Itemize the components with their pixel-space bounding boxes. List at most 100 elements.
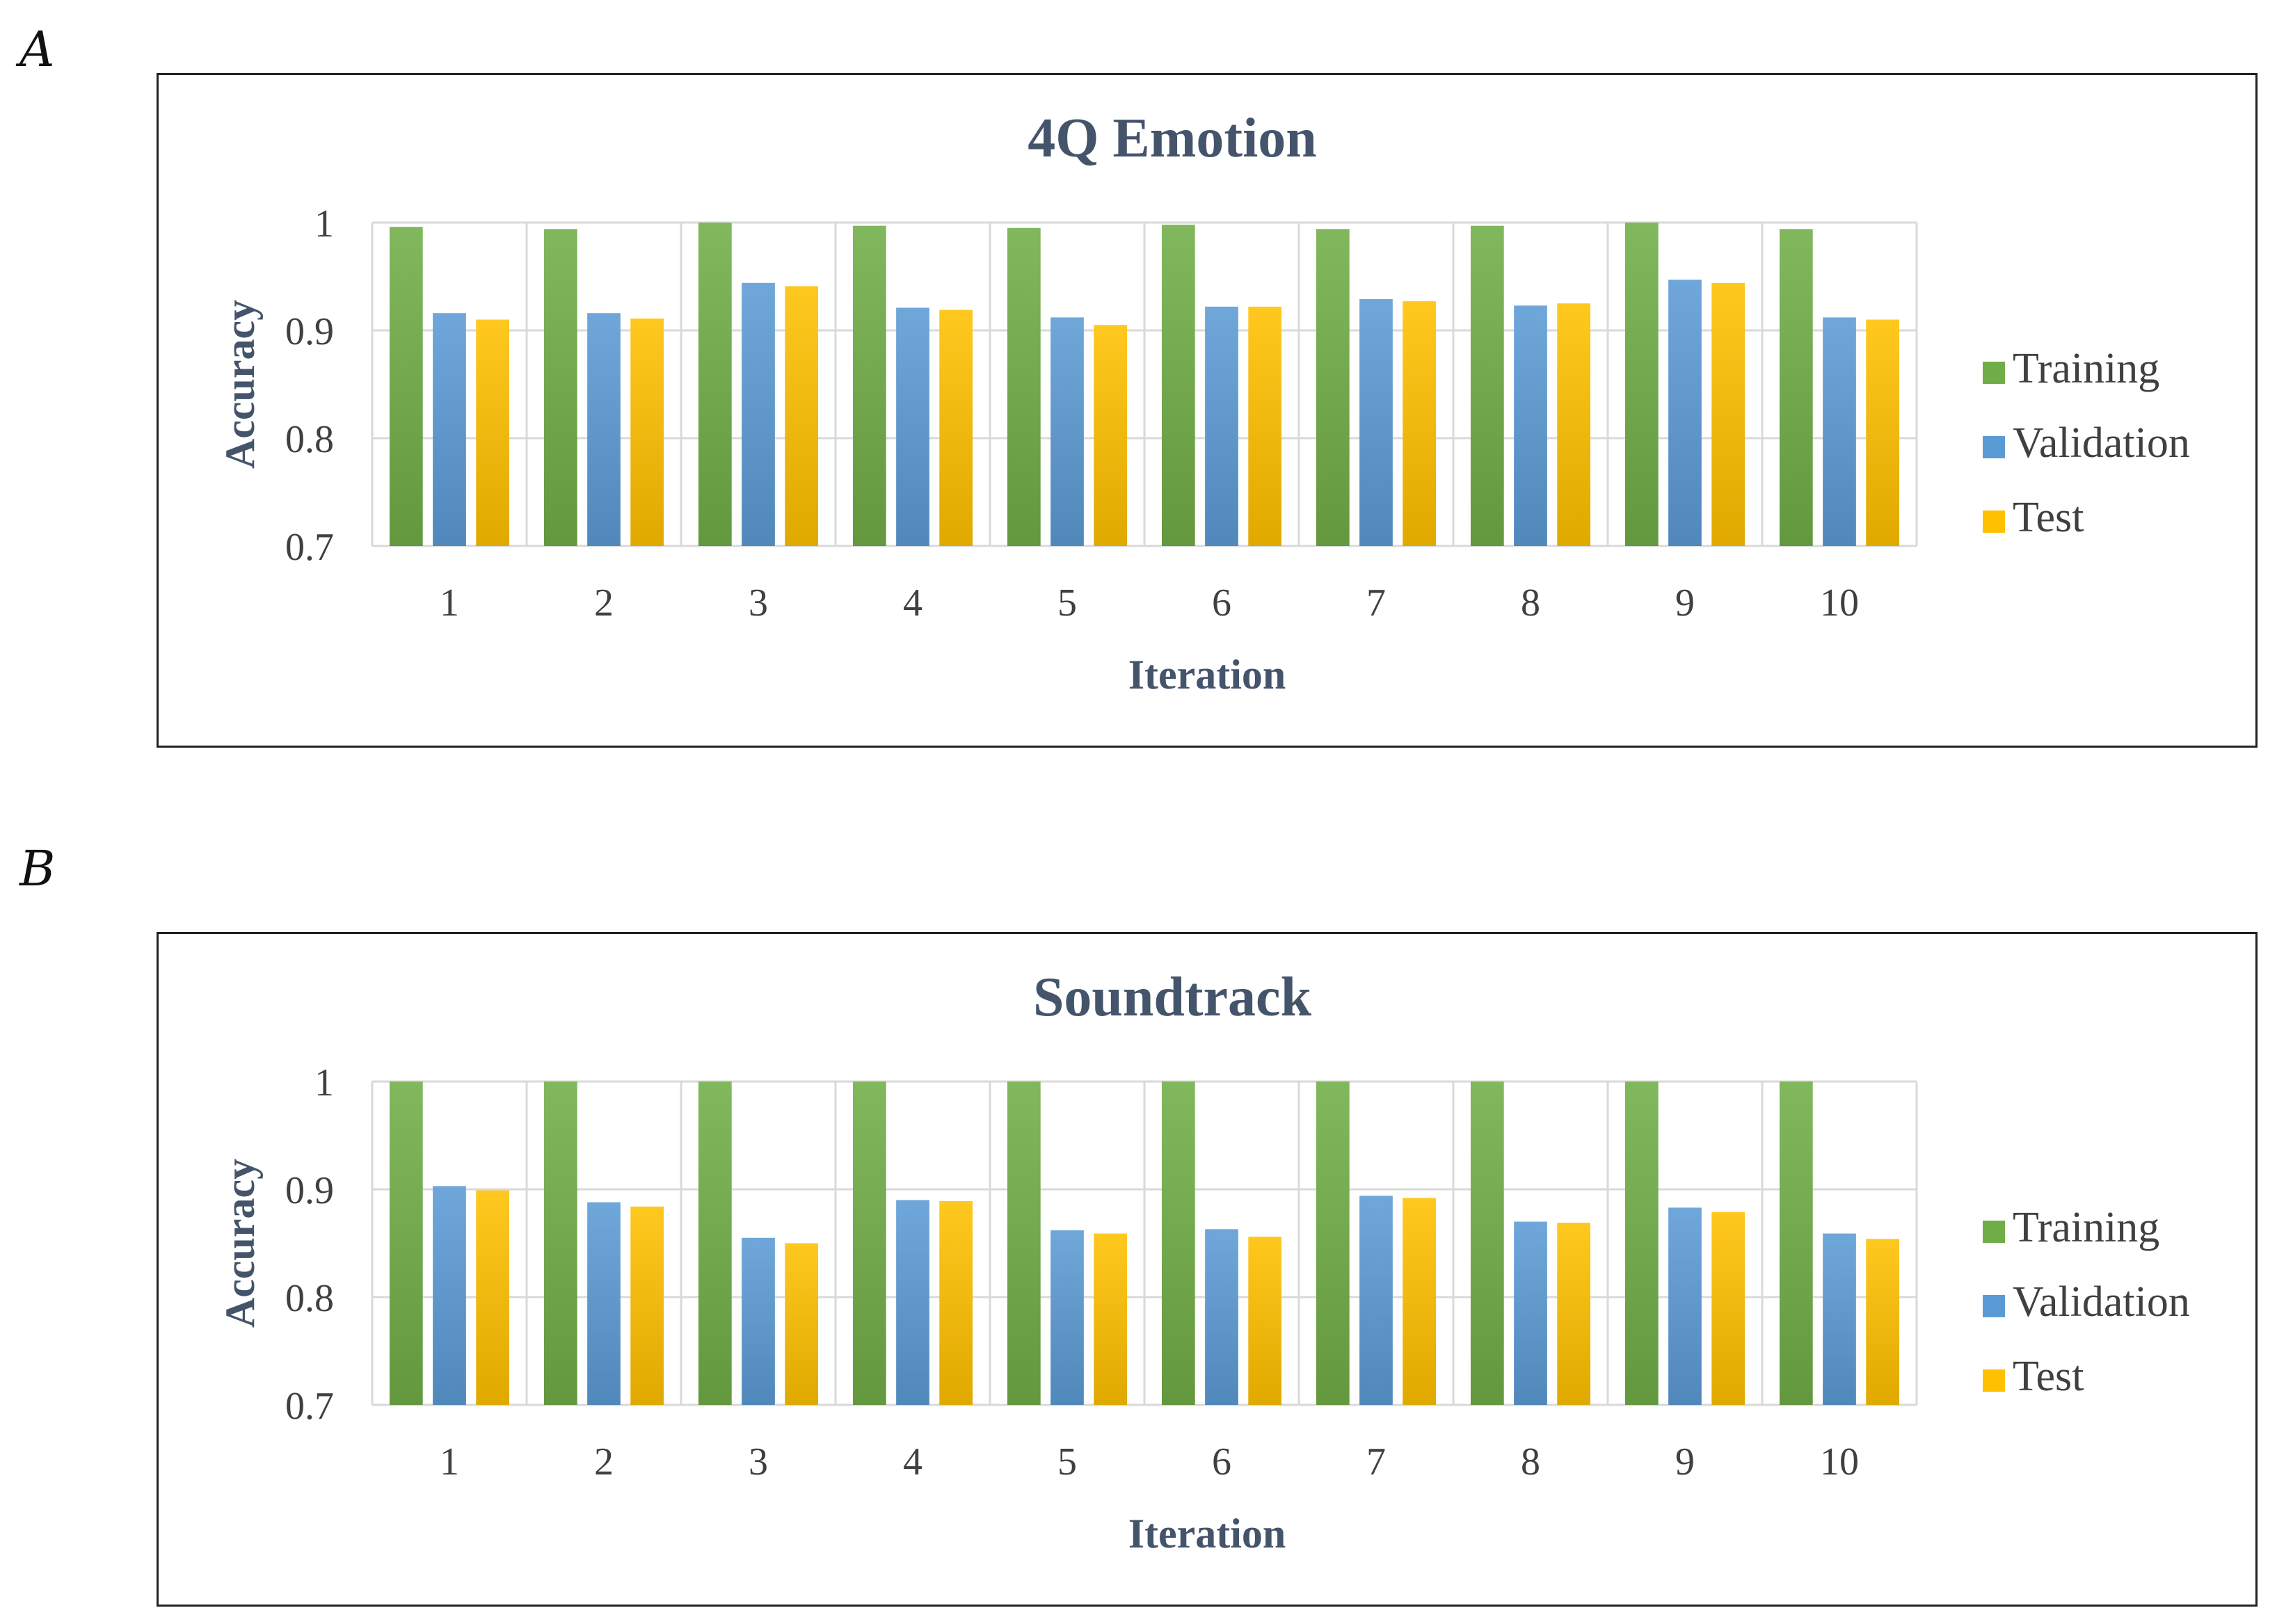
- bar-training-10: [1779, 1082, 1813, 1405]
- x-tick-label: 8: [1521, 581, 1540, 625]
- x-axis-label: Iteration: [1128, 1511, 1286, 1557]
- bar-test-10: [1866, 1239, 1900, 1405]
- x-tick-label: 3: [749, 581, 768, 625]
- bar-training-6: [1161, 1082, 1195, 1405]
- chart-title: Soundtrack: [1033, 967, 1312, 1028]
- bar-training-3: [698, 223, 732, 546]
- bar-validation-7: [1359, 1196, 1393, 1405]
- legend-label-training: Training: [2013, 345, 2159, 392]
- bar-validation-6: [1205, 306, 1238, 546]
- bar-validation-6: [1205, 1229, 1238, 1405]
- bar-test-6: [1248, 1237, 1282, 1405]
- bar-training-4: [852, 1082, 886, 1405]
- x-tick-label: 9: [1675, 581, 1695, 625]
- bar-validation-5: [1050, 317, 1084, 546]
- y-tick-label: 1: [314, 1061, 334, 1104]
- bar-validation-9: [1668, 280, 1702, 546]
- y-tick-label: 0.9: [285, 310, 334, 353]
- legend-label-validation: Validation: [2013, 419, 2190, 467]
- bar-test-3: [785, 286, 819, 546]
- bar-training-5: [1007, 1082, 1041, 1405]
- bar-test-7: [1403, 301, 1437, 546]
- x-tick-label: 4: [903, 1440, 922, 1484]
- bar-test-3: [785, 1243, 819, 1405]
- bar-training-2: [543, 229, 577, 546]
- x-tick-label: 1: [440, 1440, 459, 1484]
- legend-label-validation: Validation: [2013, 1278, 2190, 1326]
- x-tick-label: 7: [1366, 1440, 1386, 1484]
- legend-swatch-validation: [1983, 1295, 2005, 1317]
- bar-test-4: [939, 309, 973, 546]
- y-tick-label: 0.7: [285, 526, 334, 569]
- bar-test-1: [476, 1190, 510, 1405]
- x-tick-label: 9: [1675, 1440, 1695, 1484]
- bar-test-7: [1403, 1198, 1437, 1405]
- bar-test-2: [630, 318, 664, 546]
- x-tick-label: 10: [1820, 1440, 1859, 1484]
- bar-validation-5: [1050, 1230, 1084, 1405]
- bar-test-9: [1711, 282, 1745, 546]
- bar-test-9: [1711, 1212, 1745, 1405]
- y-tick-label: 0.8: [285, 1277, 334, 1320]
- bar-training-1: [389, 227, 423, 546]
- bar-test-4: [939, 1201, 973, 1405]
- bar-validation-9: [1668, 1207, 1702, 1405]
- bar-test-5: [1094, 1233, 1128, 1405]
- bar-validation-7: [1359, 299, 1393, 546]
- bar-training-8: [1470, 225, 1504, 546]
- bar-training-6: [1161, 225, 1195, 546]
- bar-test-8: [1557, 303, 1591, 546]
- x-tick-label: 2: [594, 581, 614, 625]
- bar-training-4: [852, 225, 886, 546]
- bar-validation-3: [742, 1237, 775, 1405]
- bar-test-1: [476, 319, 510, 546]
- bar-training-9: [1624, 1082, 1659, 1405]
- y-tick-label: 0.7: [285, 1385, 334, 1428]
- bar-validation-8: [1514, 1221, 1547, 1405]
- bar-training-9: [1624, 223, 1659, 546]
- bar-validation-4: [896, 1200, 929, 1405]
- bar-validation-10: [1823, 1233, 1856, 1405]
- bar-validation-4: [896, 307, 929, 546]
- bar-training-1: [389, 1082, 423, 1405]
- bar-validation-2: [587, 1202, 621, 1405]
- bar-training-10: [1779, 229, 1813, 546]
- x-tick-label: 4: [903, 581, 922, 625]
- chart-4q-emotion: 4Q Emotion 0.7 0.8 0.9 1 1 2 3 4 5 6 7 8 9 10 Iteration…: [157, 73, 2258, 748]
- panel-label-b: B: [19, 840, 56, 897]
- legend-swatch-test: [1983, 510, 2005, 533]
- legend-swatch-training: [1983, 1221, 2005, 1243]
- x-tick-label: 3: [749, 1440, 768, 1484]
- y-axis-label: Accuracy: [217, 1159, 263, 1328]
- y-tick-label: 1: [314, 202, 334, 246]
- legend-label-training: Training: [2013, 1204, 2159, 1251]
- bar-training-7: [1316, 1082, 1350, 1405]
- bar-test-10: [1866, 319, 1900, 546]
- x-tick-label: 6: [1212, 581, 1231, 625]
- bar-training-3: [698, 1082, 732, 1405]
- y-tick-label: 0.9: [285, 1169, 334, 1212]
- y-axis-label: Accuracy: [217, 300, 263, 469]
- chart-title: 4Q Emotion: [1028, 108, 1317, 169]
- bar-training-5: [1007, 227, 1041, 546]
- x-tick-label: 7: [1366, 581, 1386, 625]
- bar-validation-10: [1823, 317, 1856, 546]
- x-tick-label: 8: [1521, 1440, 1540, 1484]
- chart-soundtrack: Soundtrack 0.7 0.8 0.9 1 1 2 3 4 5 6 7 8 9 10 Iteration…: [157, 932, 2258, 1607]
- x-tick-label: 5: [1057, 581, 1077, 625]
- legend-label-test: Test: [2013, 494, 2084, 541]
- legend-label-test: Test: [2013, 1353, 2084, 1400]
- bar-test-2: [630, 1206, 664, 1405]
- bar-training-8: [1470, 1082, 1504, 1405]
- bar-validation-1: [433, 313, 466, 546]
- bar-validation-2: [587, 313, 621, 546]
- bar-validation-8: [1514, 305, 1547, 546]
- bar-validation-3: [742, 282, 775, 546]
- bar-test-6: [1248, 306, 1282, 546]
- bar-training-2: [543, 1082, 577, 1405]
- x-axis-label: Iteration: [1128, 652, 1286, 698]
- bar-validation-1: [433, 1186, 466, 1405]
- y-tick-label: 0.8: [285, 418, 334, 461]
- legend-swatch-training: [1983, 362, 2005, 384]
- x-tick-label: 6: [1212, 1440, 1231, 1484]
